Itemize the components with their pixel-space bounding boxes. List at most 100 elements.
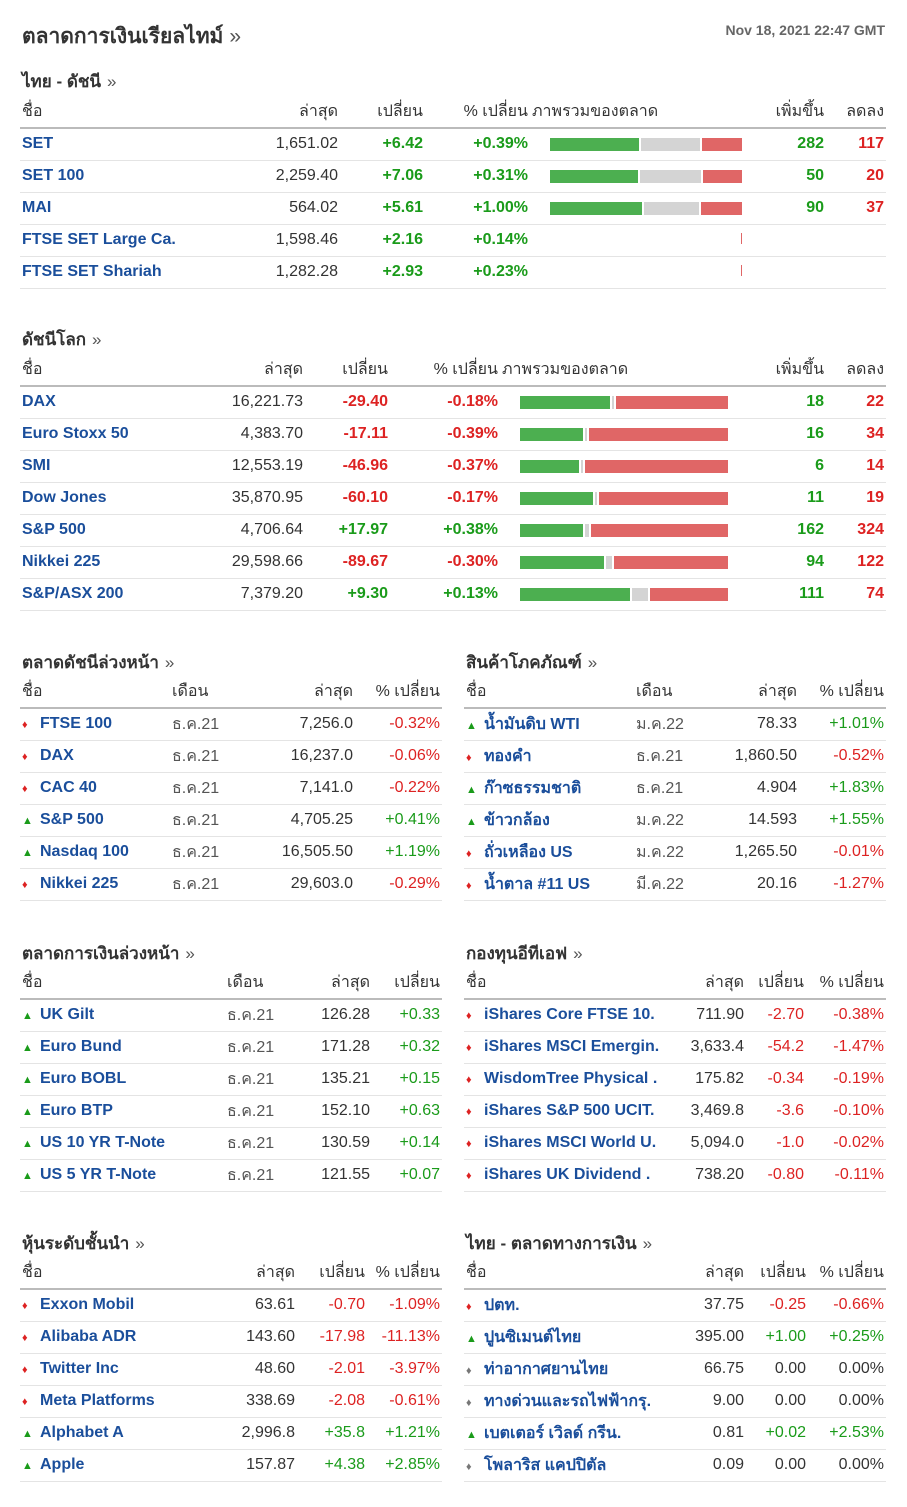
column-header: เปลี่ยน [297, 1257, 367, 1290]
instrument-name-link[interactable]: ▲ เบตเตอร์ เวิลด์ กรีน. [464, 1417, 676, 1450]
index-name-link[interactable]: SET 100 [20, 160, 220, 193]
last-value: 4,706.64 [195, 514, 305, 547]
decline-segment [585, 459, 728, 473]
change-percent: +0.25% [808, 1321, 886, 1354]
change-value: +0.02 [746, 1417, 808, 1450]
advance-segment [520, 555, 604, 569]
change-percent: -0.22% [355, 772, 442, 805]
contract-month: ธ.ค.21 [170, 740, 260, 773]
instrument-name-link[interactable]: ♦ Meta Platforms [20, 1385, 210, 1418]
index-name-link[interactable]: SET [20, 128, 220, 161]
last-value: 1,860.50 [709, 740, 799, 773]
section-title-etfs[interactable]: กองทุนอีทีเอฟ» [466, 944, 583, 963]
contract-month: ธ.ค.21 [170, 772, 260, 805]
table-row: SMI 12,553.19 -46.96 -0.37% 6 14 [20, 450, 886, 483]
arrow-up-icon: ▲ [22, 815, 33, 827]
section-title-commodities[interactable]: สินค้าโภคภัณฑ์» [466, 653, 598, 672]
change-value: +1.00 [746, 1321, 808, 1354]
instrument-name-link[interactable]: ▲ ข้าวกล้อง [464, 804, 634, 837]
instrument-name-link[interactable]: ▲ Apple [20, 1449, 210, 1482]
section-title-thai-index[interactable]: ไทย - ดัชนี» [22, 72, 117, 91]
index-name-link[interactable]: FTSE SET Large Ca. [20, 224, 220, 257]
arrow-down-icon: ♦ [466, 1170, 472, 1182]
instrument-name-link[interactable]: ▲ Alphabet A [20, 1417, 210, 1450]
instrument-name-link[interactable]: ♦ ทางด่วนและรถไฟฟ้ากรุ. [464, 1385, 676, 1418]
index-name-link[interactable]: SMI [20, 450, 195, 483]
section-title-bond-futures[interactable]: ตลาดการเงินล่วงหน้า» [22, 944, 195, 963]
market-overview-bar-cell [500, 514, 730, 547]
instrument-name-link[interactable]: ♦ Nikkei 225 [20, 868, 170, 901]
change-value: 0.00 [746, 1385, 808, 1418]
advances-count: 6 [730, 450, 826, 483]
instrument-name-link[interactable]: ♦ Twitter Inc [20, 1353, 210, 1386]
instrument-name-link[interactable]: ♦ iShares UK Dividend . [464, 1159, 664, 1192]
table-header-row: ชื่อ ล่าสุด เปลี่ยน% เปลี่ยน ภาพรวมของตลาดเ… [20, 96, 886, 129]
instrument-name-link[interactable]: ▲ ปูนซิเมนต์ไทย [464, 1321, 676, 1354]
column-header: ล่าสุด [220, 96, 340, 129]
instrument-name-link[interactable]: ♦ Exxon Mobil [20, 1289, 210, 1322]
index-name-link[interactable]: Nikkei 225 [20, 546, 195, 579]
contract-month: ธ.ค.21 [634, 740, 709, 773]
section-title-top-stocks[interactable]: หุ้นระดับชั้นนำ» [22, 1234, 145, 1253]
instrument-name-link[interactable]: ▲ S&P 500 [20, 804, 170, 837]
instrument-name-link[interactable]: ▲ ก๊าซธรรมชาติ [464, 772, 634, 805]
index-name-link[interactable]: FTSE SET Shariah [20, 256, 220, 289]
change-value: +17.97 [305, 514, 390, 547]
instrument-name-link[interactable]: ♦ iShares MSCI Emergin. [464, 1031, 664, 1064]
unchanged-segment [644, 201, 699, 215]
table-row: ♦ iShares Core FTSE 10. 711.90 -2.70 -0.38% [464, 999, 886, 1032]
column-header: เปลี่ยน [372, 967, 442, 1000]
index-name-link[interactable]: Euro Stoxx 50 [20, 418, 195, 451]
table-row: MAI 564.02 +5.61 +1.00% 90 37 [20, 192, 886, 225]
table-row: Euro Stoxx 50 4,383.70 -17.11 -0.39% 16 34 [20, 418, 886, 451]
instrument-name-link[interactable]: ♦ น้ำตาล #11 US [464, 868, 634, 901]
arrow-up-icon: ▲ [22, 1010, 33, 1023]
column-header: ชื่อ [464, 967, 664, 1000]
instrument-name: ทางด่วนและรถไฟฟ้ากรุ. [484, 1392, 652, 1410]
change-percent: +1.01% [799, 708, 886, 741]
last-value: 29,603.0 [260, 868, 355, 901]
index-name-link[interactable]: DAX [20, 386, 195, 419]
column-header: ชื่อ [20, 967, 225, 1000]
instrument-name-link[interactable]: ♦ โพลาริส แคปปิตัล [464, 1449, 676, 1482]
instrument-name-link[interactable]: ♦ ทองคำ [464, 740, 634, 773]
section-title-index-futures[interactable]: ตลาดดัชนีล่วงหน้า» [22, 653, 175, 672]
table-row: ♦ Alibaba ADR 143.60 -17.98 -11.13% [20, 1321, 442, 1354]
instrument-name-link[interactable]: ♦ ท่าอากาศยานไทย [464, 1353, 676, 1386]
instrument-name-link[interactable]: ▲ Euro BTP [20, 1095, 225, 1128]
instrument-name-link[interactable]: ▲ US 10 YR T-Note [20, 1127, 225, 1160]
advance-segment [550, 137, 640, 151]
section-title-world-index[interactable]: ดัชนีโลก» [22, 330, 102, 349]
column-header: ชื่อ [20, 1257, 210, 1290]
instrument-name-link[interactable]: ▲ US 5 YR T-Note [20, 1159, 225, 1192]
instrument-name: น้ำตาล #11 US [484, 875, 591, 893]
index-name-link[interactable]: Dow Jones [20, 482, 195, 515]
contract-month: ธ.ค.21 [170, 708, 260, 741]
instrument-name-link[interactable]: ♦ ปตท. [464, 1289, 676, 1322]
table-row: ▲ US 10 YR T-Note ธ.ค.21 130.59 +0.14 [20, 1127, 442, 1160]
instrument-name-link[interactable]: ♦ iShares S&P 500 UCIT. [464, 1095, 664, 1128]
declines-count [826, 224, 886, 257]
market-overview-bar-cell [500, 546, 730, 579]
column-header: % เปลี่ยน [425, 96, 530, 129]
instrument-name-link[interactable]: ♦ CAC 40 [20, 772, 170, 805]
instrument-name-link[interactable]: ♦ iShares Core FTSE 10. [464, 999, 664, 1032]
instrument-name-link[interactable]: ▲ UK Gilt [20, 999, 225, 1032]
instrument-name-link[interactable]: ♦ WisdomTree Physical . [464, 1063, 664, 1096]
instrument-name-link[interactable]: ▲ Euro Bund [20, 1031, 225, 1064]
index-name-link[interactable]: S&P 500 [20, 514, 195, 547]
decline-segment [615, 395, 728, 409]
instrument-name-link[interactable]: ▲ Euro BOBL [20, 1063, 225, 1096]
index-name-link[interactable]: S&P/ASX 200 [20, 578, 195, 611]
column-header: ชื่อ [20, 676, 170, 709]
instrument-name-link[interactable]: ♦ iShares MSCI World U. [464, 1127, 664, 1160]
instrument-name-link[interactable]: ♦ ถั่วเหลือง US [464, 836, 634, 869]
instrument-name-link[interactable]: ♦ FTSE 100 [20, 708, 170, 741]
instrument-name-link[interactable]: ▲ น้ำมันดิบ WTI [464, 708, 634, 741]
section-title-thai-market[interactable]: ไทย - ตลาดทางการเงิน» [466, 1234, 653, 1253]
instrument-name-link[interactable]: ♦ DAX [20, 740, 170, 773]
index-name-link[interactable]: MAI [20, 192, 220, 225]
instrument-name-link[interactable]: ♦ Alibaba ADR [20, 1321, 210, 1354]
instrument-name-link[interactable]: ▲ Nasdaq 100 [20, 836, 170, 869]
page-title[interactable]: ตลาดการเงินเรียลไทม์» [22, 25, 242, 48]
